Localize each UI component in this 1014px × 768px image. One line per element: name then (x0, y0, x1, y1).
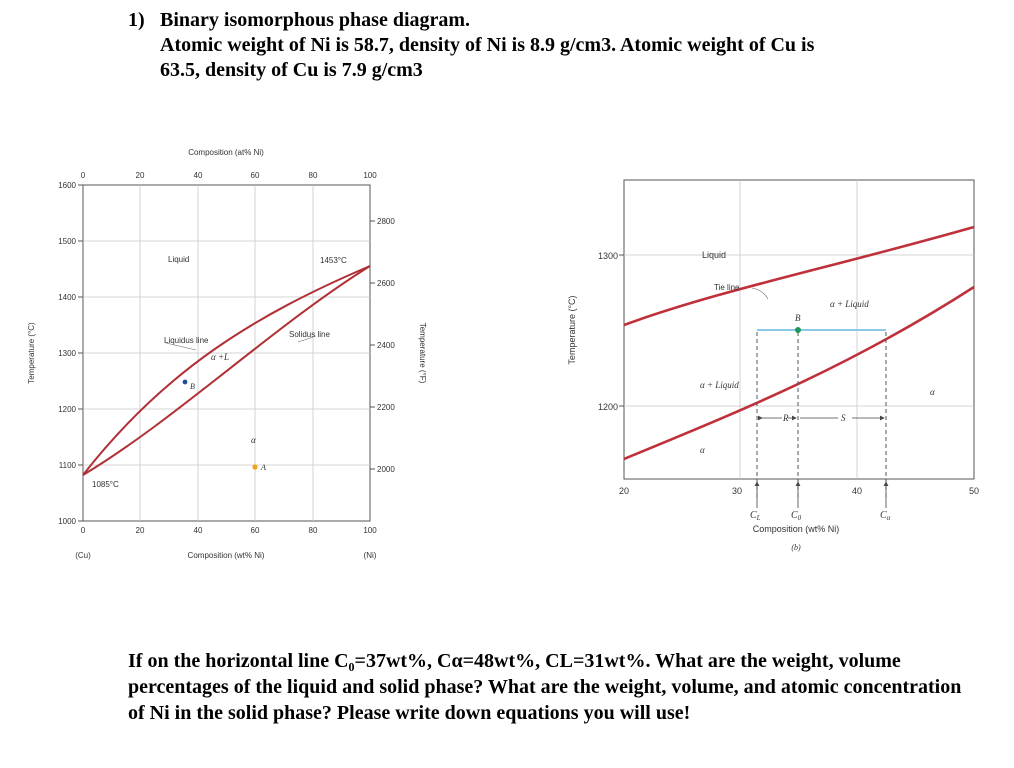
diagram-b-frame (623, 179, 975, 480)
a-right-tick-2000: 2000 (377, 465, 395, 474)
a-point-a-label: A (260, 463, 266, 472)
b-label-alpha-liquid-top: α + Liquid (830, 299, 869, 309)
b-x-tick-50: 50 (969, 486, 979, 496)
b-label-cl: CL (750, 510, 761, 522)
b-label-r: R (782, 413, 789, 423)
a-top-tick-40: 40 (194, 171, 203, 180)
a-top-tick-0: 0 (81, 171, 86, 180)
a-bottom-tick-80: 80 (309, 526, 318, 535)
b-x-tick-30: 30 (732, 486, 742, 496)
a-label-liquid: Liquid (168, 255, 189, 264)
b-x-tick-20: 20 (619, 486, 629, 496)
a-right-axis-label: Temperature (°F) (418, 323, 427, 384)
b-label-b: B (795, 313, 801, 323)
a-top-tick-80: 80 (309, 171, 318, 180)
b-label-s: S (841, 413, 846, 423)
a-bottom-tick-60: 60 (251, 526, 260, 535)
b-label-liquid: Liquid (702, 250, 726, 260)
a-right-tick-2800: 2800 (377, 217, 395, 226)
b-liquidus-line (623, 225, 975, 327)
a-bottom-tick-0: 0 (81, 526, 86, 535)
a-right-tick-2400: 2400 (377, 341, 395, 350)
a-label-alpha: α (251, 435, 256, 445)
a-left-tick-1400: 1400 (58, 293, 76, 302)
b-x-axis-label: Composition (wt% Ni) (753, 524, 840, 534)
problem-title: Binary isomorphous phase diagram. (160, 9, 471, 31)
a-point-a (252, 464, 258, 470)
a-point-b-label: B (190, 382, 195, 391)
b-label-tie-line: Tie line (714, 283, 740, 292)
a-label-liquidus: Liquidus line (164, 336, 209, 345)
a-left-tick-1500: 1500 (58, 237, 76, 246)
a-label-solidus: Solidus line (289, 330, 330, 339)
a-left-tick-1300: 1300 (58, 349, 76, 358)
a-bottom-tick-40: 40 (194, 526, 203, 535)
a-top-tick-20: 20 (136, 171, 145, 180)
b-label-ca: Cα (880, 510, 891, 522)
b-y-axis-label: Temperature (°C) (567, 295, 577, 364)
a-left-tick-1100: 1100 (59, 461, 77, 470)
diagram-b: 1300 1200 Temperature (°C) 20 30 40 50 C… (567, 179, 979, 552)
a-bottom-tick-100: 100 (363, 526, 377, 535)
a-left-tick-1000: 1000 (58, 517, 76, 526)
question-text: If on the horizontal line C₀=37wt%, Cα=4… (128, 650, 962, 724)
a-top-axis-label: Composition (at% Ni) (188, 148, 264, 157)
b-caption: (b) (791, 543, 801, 552)
a-liquidus-line (82, 265, 371, 476)
a-bottom-tick-20: 20 (136, 526, 145, 535)
a-bottom-end-cu: (Cu) (75, 551, 91, 560)
a-left-axis-label: Temperature (°C) (27, 322, 36, 384)
a-label-ni-melt: 1453°C (320, 256, 347, 265)
a-top-tick-60: 60 (251, 171, 260, 180)
a-label-cu-melt: 1085°C (92, 480, 119, 489)
a-left-tick-1200: 1200 (58, 405, 76, 414)
b-y-tick-1200: 1200 (598, 402, 618, 412)
b-y-tick-1300: 1300 (598, 251, 618, 261)
b-label-alpha-liquid-left: α + Liquid (700, 380, 739, 390)
problem-line-2: Atomic weight of Ni is 58.7, density of … (160, 34, 815, 56)
a-bottom-end-ni: (Ni) (364, 551, 377, 560)
b-solidus-line (623, 285, 975, 461)
a-label-two-phase: α +L (211, 352, 229, 362)
b-label-alpha-right: α (930, 387, 935, 397)
problem-number: 1) (128, 9, 145, 31)
problem-statement: 1) Binary isomorphous phase diagram. Ato… (128, 8, 928, 83)
a-solidus-line (82, 265, 371, 476)
a-right-tick-2200: 2200 (377, 403, 395, 412)
b-label-alpha-bottom: α (700, 445, 705, 455)
a-bottom-axis-label: Composition (wt% Ni) (188, 551, 265, 560)
diagram-a: 0 20 40 60 80 100 Composition (at% Ni) 0… (27, 148, 427, 560)
a-top-tick-100: 100 (363, 171, 377, 180)
problem-line-3: 63.5, density of Cu is 7.9 g/cm3 (160, 59, 423, 81)
a-right-tick-2600: 2600 (377, 279, 395, 288)
a-point-b (182, 379, 188, 385)
b-label-c0: C0 (791, 510, 802, 522)
a-left-tick-1600: 1600 (58, 181, 76, 190)
b-point-b (795, 327, 801, 333)
b-x-tick-40: 40 (852, 486, 862, 496)
